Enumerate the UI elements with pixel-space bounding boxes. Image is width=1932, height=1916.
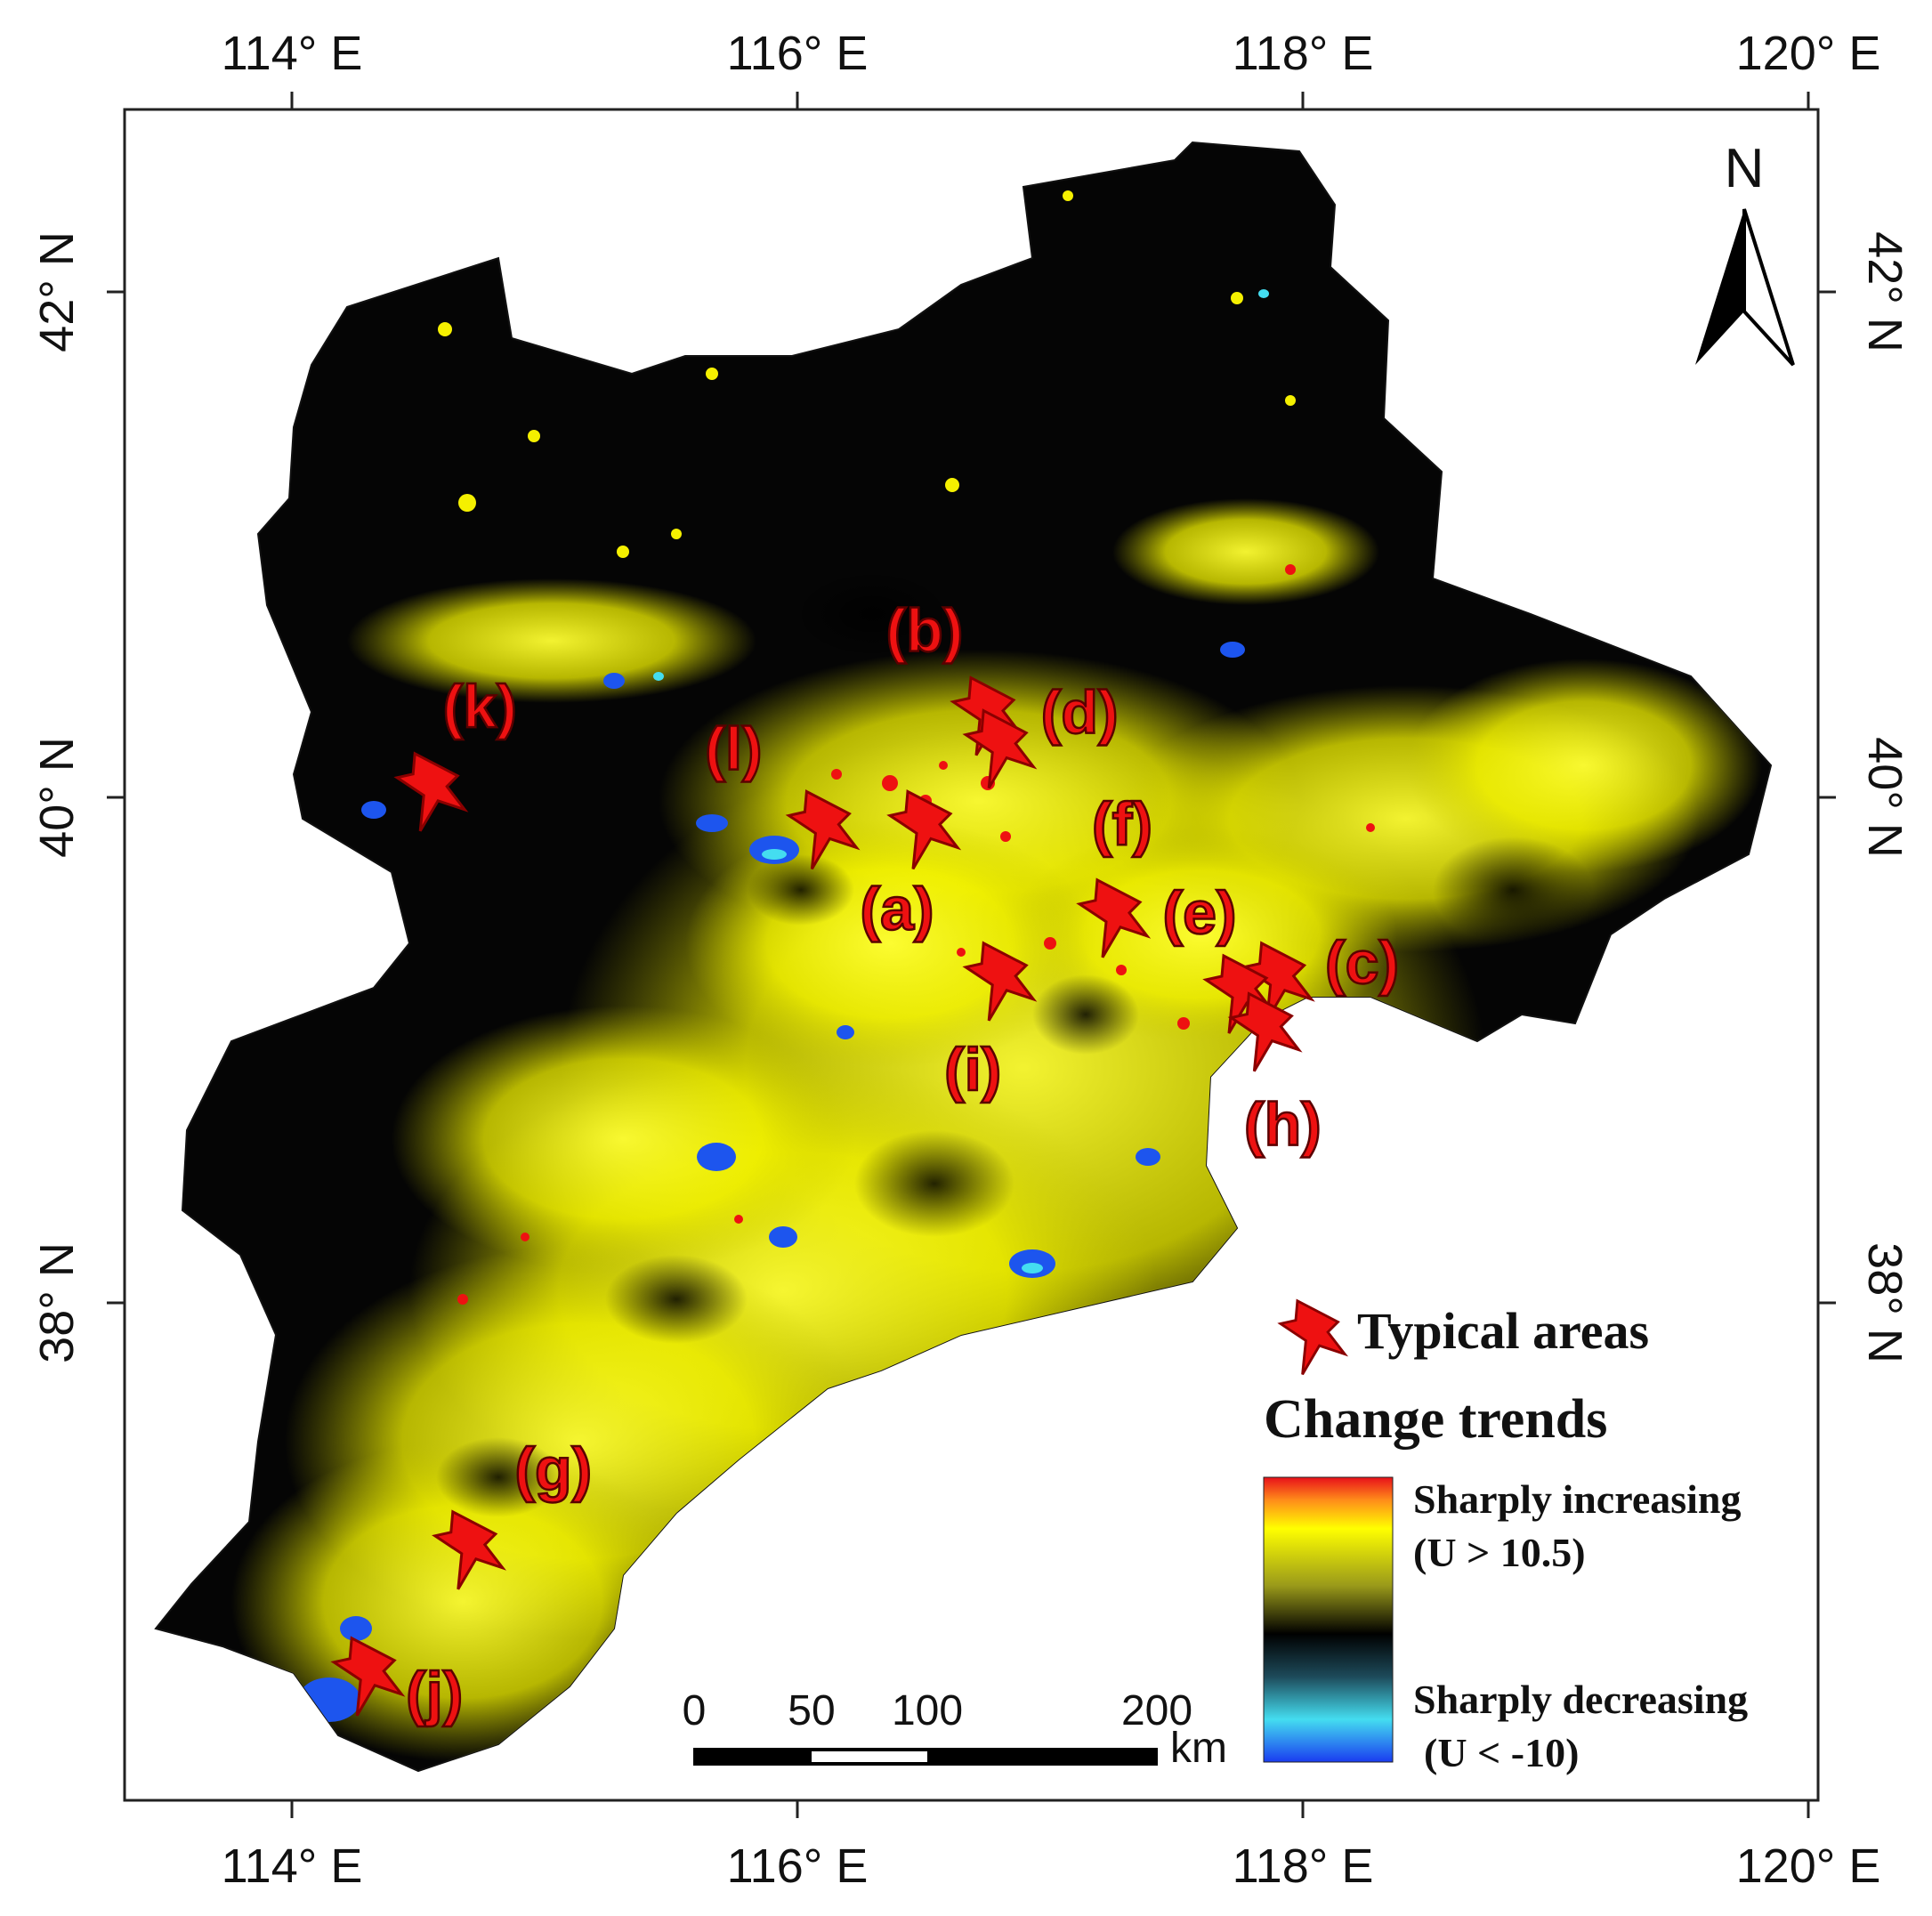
pin-marker-icon[interactable]	[962, 708, 1038, 789]
north-label: N	[1725, 138, 1765, 199]
pin-marker-icon[interactable]	[785, 789, 861, 870]
site-label-e: (e)	[1162, 879, 1236, 947]
lon-label-top: 120° E	[1736, 27, 1881, 80]
lat-label-right: 40° N	[1858, 737, 1912, 858]
scale-tick-label: 0	[683, 1687, 707, 1734]
lat-ticks-left	[107, 290, 125, 1305]
legend-title: Change trends	[1264, 1389, 1607, 1450]
scale-tick-label: 100	[892, 1687, 963, 1734]
lat-label-right: 42° N	[1858, 231, 1912, 352]
pin-marker-icon[interactable]	[1240, 941, 1315, 1022]
site-label-c: (c)	[1325, 929, 1399, 997]
lat-label-left: 42° N	[30, 231, 84, 352]
site-label-a: (a)	[860, 875, 934, 942]
typical-area-markers: (a) (b) (c) (d) (e)(f) (g) (h) (i) (j) (k) (l)	[330, 595, 1400, 1728]
lon-ticks-top	[290, 92, 1810, 109]
legend-high-label: Sharply increasing	[1413, 1476, 1742, 1522]
scale-tick-label: 200	[1121, 1687, 1192, 1734]
lon-label-top: 116° E	[727, 27, 869, 80]
pin-marker-icon[interactable]	[330, 1636, 406, 1717]
scale-tick-label: 50	[788, 1687, 835, 1734]
site-label-j: (j)	[406, 1660, 463, 1727]
lon-label-bottom: 118° E	[1233, 1839, 1374, 1893]
scale-bar: 0 50 100 200 km	[683, 1687, 1227, 1772]
lat-label-left: 38° N	[30, 1242, 84, 1363]
lon-label-top: 114° E	[222, 27, 363, 80]
pin-marker-icon[interactable]	[432, 1509, 506, 1590]
legend-marker-icon	[1277, 1298, 1349, 1376]
north-arrow: N	[1695, 138, 1795, 367]
site-label-i: (i)	[944, 1036, 1001, 1104]
lat-ticks-right	[1818, 290, 1836, 1305]
site-label-l: (l)	[705, 715, 762, 782]
lon-ticks-bottom	[290, 1800, 1810, 1818]
pin-marker-icon[interactable]	[393, 751, 469, 832]
scale-unit: km	[1170, 1725, 1227, 1772]
legend-low-label: Sharply decreasing	[1413, 1677, 1748, 1722]
pin-marker-icon[interactable]	[1076, 877, 1152, 958]
site-label-h: (h)	[1244, 1091, 1322, 1159]
lat-label-right: 38° N	[1858, 1242, 1912, 1363]
lon-label-top: 118° E	[1233, 27, 1374, 80]
pin-marker-icon[interactable]	[886, 789, 962, 870]
lon-label-bottom: 120° E	[1736, 1839, 1881, 1893]
site-label-d: (d)	[1041, 679, 1119, 747]
pin-marker-icon[interactable]	[1227, 991, 1303, 1072]
site-label-b: (b)	[886, 597, 964, 665]
legend-low-condition: (U < -10)	[1424, 1730, 1579, 1775]
lat-label-left: 40° N	[30, 737, 84, 858]
legend: Typical areas Change trends Sharply incr…	[1263, 1298, 1748, 1775]
legend-high-condition: (U > 10.5)	[1413, 1530, 1586, 1575]
trend-raster	[231, 190, 1762, 1762]
lon-label-bottom: 116° E	[727, 1839, 869, 1893]
site-label-k: (k)	[443, 673, 517, 740]
site-label-g: (g)	[514, 1435, 592, 1503]
lon-label-bottom: 114° E	[222, 1839, 363, 1893]
legend-marker-label: Typical areas	[1357, 1302, 1649, 1360]
legend-colorbar	[1263, 1476, 1394, 1763]
site-label-f: (f)	[1092, 790, 1152, 858]
pin-marker-icon[interactable]	[962, 941, 1038, 1022]
